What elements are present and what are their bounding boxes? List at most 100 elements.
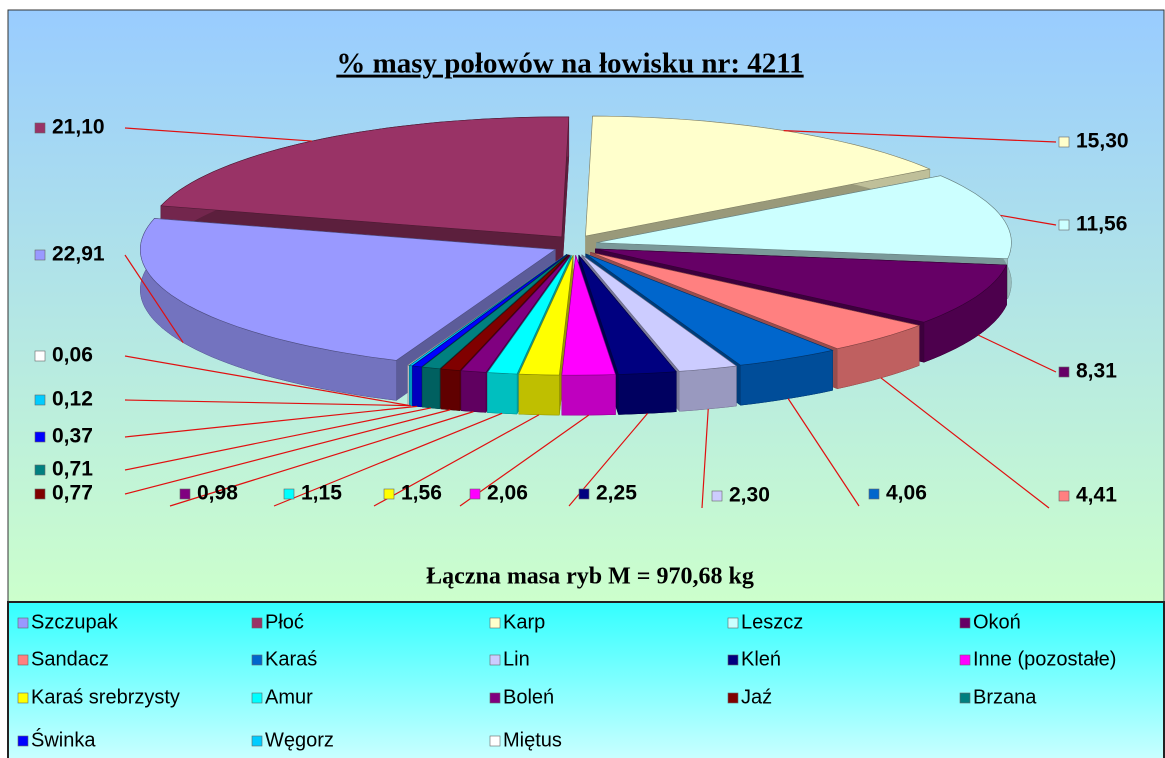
slice-side <box>518 373 560 416</box>
data-label: 8,31 <box>1076 360 1117 383</box>
data-label: 2,06 <box>487 482 528 505</box>
leader-line <box>1000 214 1057 226</box>
slice-side <box>409 365 413 407</box>
label-swatch <box>34 464 46 476</box>
legend-swatch <box>17 692 29 704</box>
legend-box <box>7 601 1165 758</box>
legend-label: Karaś <box>265 648 317 670</box>
legend-label: Węgorz <box>265 729 334 751</box>
leader-line <box>169 411 474 507</box>
legend-label: Miętus <box>503 729 562 751</box>
legend-label: Amur <box>265 686 313 708</box>
leader-line <box>783 130 1057 143</box>
label-swatch <box>469 488 481 500</box>
leader-line <box>124 407 432 471</box>
slice-side <box>440 368 461 411</box>
legend-label: Kleń <box>741 648 781 670</box>
data-label: 0,98 <box>197 482 238 505</box>
slice <box>411 254 568 368</box>
data-label: 1,15 <box>301 482 342 505</box>
slice-side <box>421 366 440 410</box>
data-label: 11,56 <box>1076 213 1127 236</box>
label-swatch <box>383 488 395 500</box>
data-label: 4,41 <box>1076 484 1117 507</box>
data-label: 2,25 <box>596 482 637 505</box>
slice <box>590 252 921 350</box>
data-label: 21,10 <box>52 116 105 139</box>
data-label: 0,12 <box>52 388 93 411</box>
legend-swatch <box>251 654 263 666</box>
slice <box>578 254 677 375</box>
legend-swatch <box>17 654 29 666</box>
legend-swatch <box>489 654 501 666</box>
label-swatch <box>283 488 295 500</box>
slice-side <box>679 365 737 412</box>
slice <box>518 254 574 376</box>
leader-line <box>273 412 503 507</box>
label-swatch <box>34 249 46 261</box>
slice-side <box>460 370 487 413</box>
label-swatch <box>1058 366 1070 378</box>
label-swatch <box>34 350 46 362</box>
legend-swatch <box>727 654 739 666</box>
legend-label: Leszcz <box>741 611 803 633</box>
data-label: 0,77 <box>52 482 93 505</box>
slice <box>585 253 834 366</box>
data-label: 1,56 <box>401 482 442 505</box>
label-swatch <box>34 431 46 443</box>
leader-line <box>124 399 411 407</box>
legend-label: Brzana <box>973 686 1037 708</box>
legend-label: Boleń <box>503 686 554 708</box>
label-swatch <box>34 122 46 134</box>
legend-label: Świnka <box>31 727 96 751</box>
label-swatch <box>1058 136 1070 148</box>
legend-swatch <box>489 692 501 704</box>
label-swatch <box>868 488 880 500</box>
legend-swatch <box>959 617 971 629</box>
slice <box>561 255 616 376</box>
data-label: 0,06 <box>52 344 93 367</box>
slice-side <box>487 372 518 415</box>
annotation: Łączna masa ryb M = 970,68 kg <box>426 564 754 590</box>
legend-swatch <box>489 735 501 747</box>
legend-label: Sandacz <box>31 648 109 670</box>
leader-line <box>124 355 409 406</box>
legend-swatch <box>251 692 263 704</box>
legend-swatch <box>959 692 971 704</box>
leader-line <box>459 414 590 507</box>
pie <box>139 115 1012 416</box>
label-swatch <box>179 488 191 500</box>
slice <box>460 254 571 373</box>
legend-label: Lin <box>503 648 530 670</box>
label-swatch <box>34 394 46 406</box>
label-swatch <box>1058 490 1070 502</box>
leader-line <box>124 409 451 495</box>
chart-title: % masy połowów na łowisku nr: 4211 <box>336 48 803 80</box>
leader-line <box>124 405 418 438</box>
label-swatch <box>578 488 590 500</box>
leader-line <box>701 408 709 509</box>
slice <box>421 254 568 370</box>
slice <box>486 254 572 375</box>
leader-line <box>978 334 1057 373</box>
leader-line <box>373 414 540 507</box>
slice-side <box>618 371 677 415</box>
leader-line <box>124 254 184 343</box>
legend-swatch <box>251 735 263 747</box>
leader-line <box>787 398 860 507</box>
legend-swatch <box>727 692 739 704</box>
label-swatch <box>711 490 723 502</box>
slice <box>439 254 569 371</box>
data-label: 4,06 <box>886 482 927 505</box>
label-swatch <box>1058 219 1070 231</box>
slice <box>139 218 557 361</box>
data-label: 0,71 <box>52 458 93 481</box>
slice <box>581 254 738 372</box>
data-label: 2,30 <box>729 484 770 507</box>
slice-side <box>412 365 422 408</box>
legend-swatch <box>959 654 971 666</box>
legend-label: Okoń <box>973 611 1021 633</box>
slice <box>596 175 1012 260</box>
label-swatch <box>34 488 46 500</box>
